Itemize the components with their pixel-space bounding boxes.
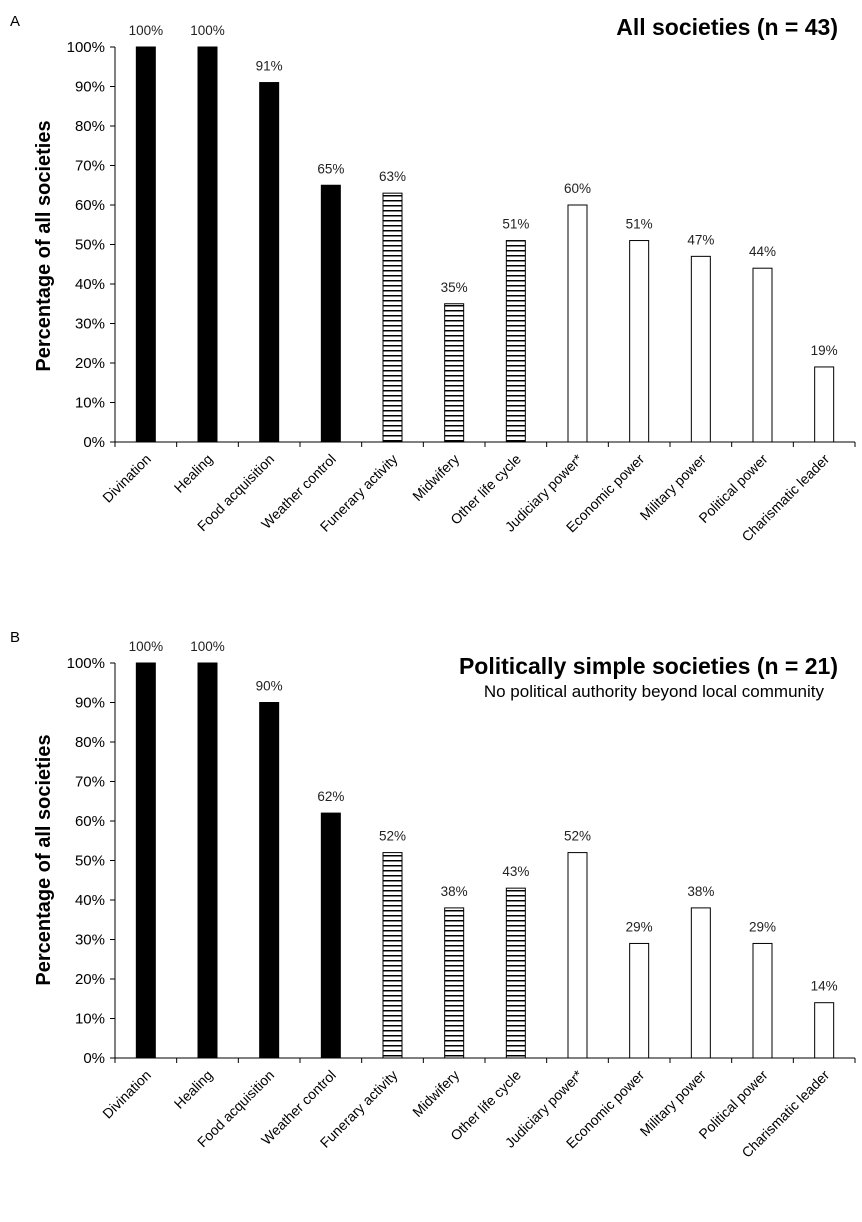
data-label: 38% [441,884,468,899]
data-label: 52% [564,829,591,844]
bar-military-power [690,907,711,1059]
panel-letter-a: A [10,13,20,30]
y-tick-label: 80% [75,734,105,751]
bar-funerary-activity [382,192,403,443]
y-axis-label-b: Percentage of all societies [33,734,55,985]
bar-economic-power [629,240,650,443]
bar-midwifery [444,907,465,1059]
data-label: 62% [317,789,344,804]
y-tick-label: 100% [67,655,105,672]
y-tick-label: 40% [75,276,105,293]
y-tick-label: 70% [75,158,105,175]
bar-judiciary-power [567,852,588,1059]
chart-panel-a: A All societies (n = 43) Percentage of a… [10,13,856,545]
y-tick-label: 20% [75,971,105,988]
data-label: 52% [379,829,406,844]
y-tick-label: 0% [83,434,105,451]
y-tick-label: 50% [75,853,105,870]
chart-title-a: All societies (n = 43) [616,14,838,40]
chart-subtitle-b: No political authority beyond local comm… [484,682,825,701]
bar-funerary-activity [382,852,403,1059]
y-tick-label: 30% [75,316,105,333]
bar-food-acquisition [259,82,280,443]
bar-weather-control [320,812,341,1059]
bar-divination [135,46,156,443]
bar-economic-power [629,942,650,1059]
data-label: 91% [256,59,283,74]
panel-letter-b: B [10,629,20,646]
y-tick-label: 10% [75,1011,105,1028]
data-label: 65% [317,161,344,176]
data-label: 19% [811,343,838,358]
data-label: 100% [129,639,164,654]
y-axis-label-a: Percentage of all societies [33,120,55,371]
data-label: 100% [190,639,225,654]
data-label: 51% [626,217,653,232]
data-label: 43% [502,864,529,879]
data-label: 63% [379,169,406,184]
y-tick-label: 90% [75,695,105,712]
x-tick-label: Healing [171,451,216,496]
bar-food-acquisition [259,702,280,1059]
y-tick-label: 60% [75,813,105,830]
x-tick-label: Midwifery [409,451,462,504]
x-tick-label: Healing [171,1067,216,1112]
x-tick-label: Divination [99,451,154,506]
y-tick-label: 40% [75,892,105,909]
bar-military-power [690,255,711,443]
y-tick-label: 20% [75,355,105,372]
y-tick-label: 90% [75,79,105,96]
bar-political-power [752,267,773,443]
bar-divination [135,662,156,1059]
bar-weather-control [320,184,341,443]
data-label: 60% [564,181,591,196]
plot-area-a: 0% 10% 20% 30% 40% 50% 60% 70% 80% 90% 100% 100% Div… [67,23,856,545]
y-tick-label: 100% [67,39,105,56]
y-tick-label: 0% [83,1050,105,1067]
data-label: 100% [190,23,225,38]
bar-charismatic-leader [814,1002,835,1059]
chart-title-b: Politically simple societies (n = 21) [459,653,838,679]
data-label: 38% [687,884,714,899]
y-tick-label: 80% [75,118,105,135]
bar-midwifery [444,303,465,443]
data-label: 90% [256,679,283,694]
plot-area-b: 0% 10% 20% 30% 40% 50% 60% 70% 80% 90% 100% 100% Div… [67,639,856,1161]
data-label: 51% [502,217,529,232]
bar-judiciary-power [567,204,588,443]
bar-political-power [752,942,773,1059]
y-tick-label: 10% [75,395,105,412]
y-tick-label: 70% [75,774,105,791]
bar-charismatic-leader [814,366,835,443]
data-label: 35% [441,280,468,295]
y-tick-label: 30% [75,932,105,949]
bar-healing [197,662,218,1059]
chart-panel-b: B Politically simple societies (n = 21) … [10,629,856,1161]
x-tick-label: Midwifery [409,1067,462,1120]
bar-healing [197,46,218,443]
bar-other-life-cycle [505,887,526,1059]
data-label: 44% [749,244,776,259]
data-label: 47% [687,232,714,247]
data-label: 29% [749,919,776,934]
data-label: 14% [811,979,838,994]
y-tick-label: 50% [75,237,105,254]
x-tick-label: Divination [99,1067,154,1122]
bar-other-life-cycle [505,240,526,443]
y-tick-label: 60% [75,197,105,214]
data-label: 100% [129,23,164,38]
data-label: 29% [626,919,653,934]
